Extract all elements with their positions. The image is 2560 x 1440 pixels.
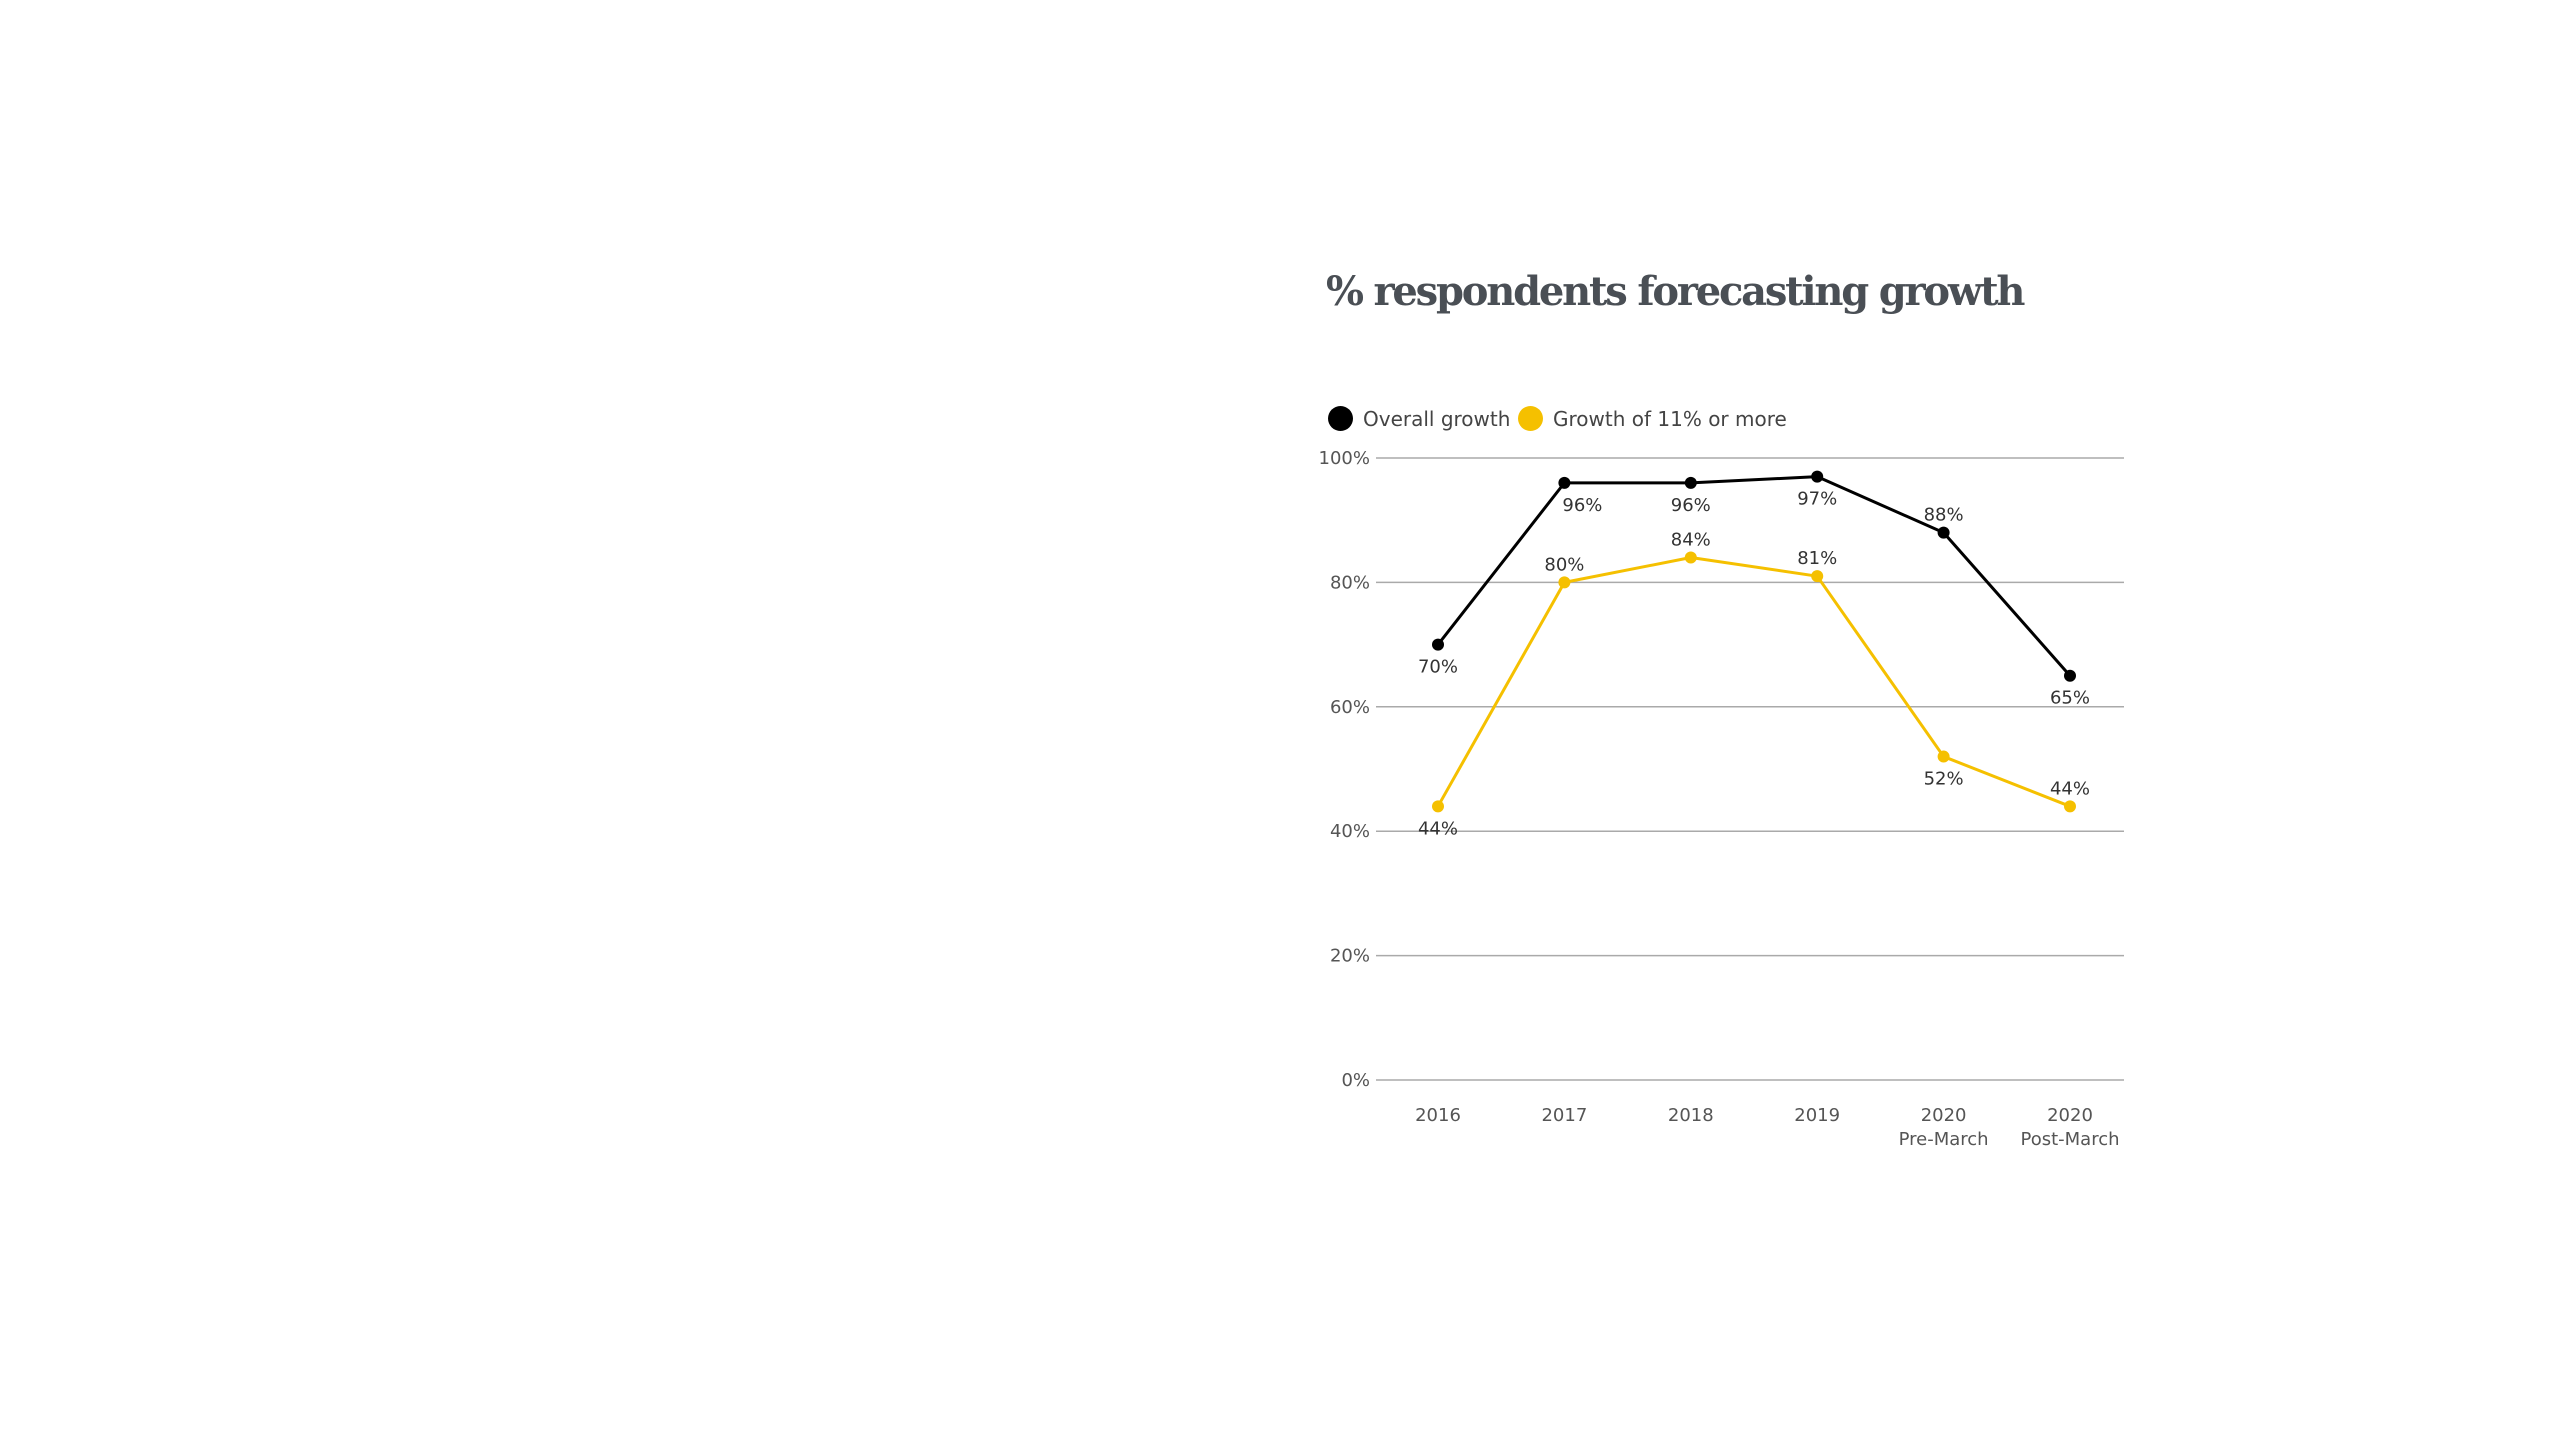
y-tick-label: 0% [1341,1070,1370,1091]
chart-title: % respondents forecasting growth [1326,268,2025,315]
data-point [2064,669,2076,682]
y-tick-label: 60% [1330,697,1370,718]
data-point [1432,638,1444,651]
data-label: 44% [1418,818,1458,839]
x-tick-label: Post-March [2020,1129,2119,1150]
legend-label: Growth of 11% or more [1553,406,1787,431]
data-label: 80% [1544,554,1584,575]
data-label: 52% [1924,769,1964,790]
series-line-growth-11 [1436,556,2071,808]
data-point [2064,800,2076,813]
x-tick-label: 2020 [2047,1105,2093,1126]
x-tick-label: Pre-March [1899,1129,1989,1150]
data-label: 97% [1797,489,1837,510]
series-line-overall [1436,475,2072,677]
data-label: 84% [1671,530,1711,551]
x-tick-label: 2016 [1415,1105,1461,1126]
data-label: 70% [1418,657,1458,678]
data-point [1558,576,1571,589]
data-label: 44% [2050,778,2090,799]
y-tick-label: 80% [1330,572,1370,593]
legend-item-overall: Overall growth [1328,406,1510,431]
data-label: 96% [1562,495,1602,516]
data-label: 96% [1671,495,1711,516]
y-tick-label: 100% [1319,448,1370,469]
data-point [1937,526,1950,539]
data-label: 81% [1797,548,1837,569]
x-tick-label: 2020 [1921,1105,1967,1126]
legend-dot-icon [1518,406,1543,431]
data-point [1432,800,1444,813]
legend-dot-icon [1328,406,1353,431]
data-point [1811,470,1824,483]
x-tick-label: 2019 [1794,1105,1840,1126]
data-label: 88% [1924,505,1964,526]
data-label: 65% [2050,688,2090,709]
x-tick-label: 2018 [1668,1105,1714,1126]
data-point [1684,476,1697,489]
data-point [1937,750,1950,763]
data-point [1811,570,1824,583]
y-tick-label: 20% [1330,946,1370,967]
legend-label: Overall growth [1363,406,1511,431]
data-point [1558,476,1571,489]
data-point [1684,551,1697,564]
legend-item-growth-11: Growth of 11% or more [1518,406,1787,431]
y-tick-label: 40% [1330,821,1370,842]
x-tick-label: 2017 [1541,1105,1587,1126]
